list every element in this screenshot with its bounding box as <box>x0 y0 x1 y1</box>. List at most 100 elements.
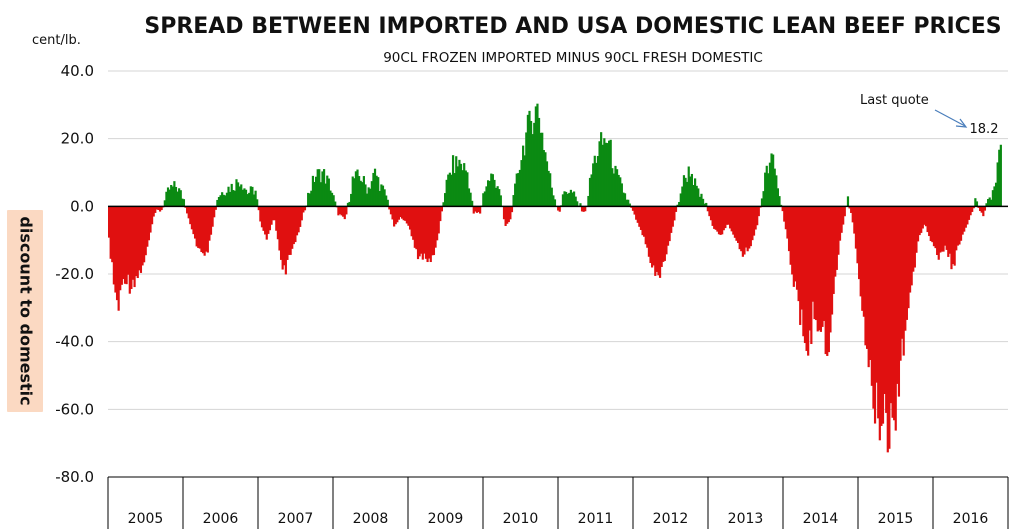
data-bar <box>520 160 523 207</box>
data-bar <box>856 206 859 264</box>
data-bar <box>861 206 864 311</box>
data-bar <box>165 191 168 207</box>
data-bar <box>260 206 264 228</box>
data-bar <box>781 206 784 212</box>
data-bar <box>268 206 272 231</box>
data-bar <box>840 206 843 233</box>
data-bar <box>757 206 760 217</box>
data-bar <box>611 168 614 207</box>
data-bar <box>810 206 813 345</box>
data-bar <box>375 175 378 207</box>
data-bar <box>539 132 542 207</box>
data-bar <box>824 206 827 355</box>
data-bar <box>362 176 365 207</box>
data-bar <box>338 206 342 215</box>
data-bar <box>340 206 343 216</box>
data-bar <box>219 195 222 207</box>
data-bar <box>321 171 324 207</box>
data-bar <box>593 155 596 207</box>
data-bar <box>158 206 162 212</box>
data-bar <box>725 206 729 225</box>
data-bar <box>157 206 160 210</box>
data-bar <box>461 170 464 207</box>
data-bar <box>858 206 861 280</box>
data-bar <box>313 181 316 207</box>
data-bar <box>881 206 885 424</box>
data-bar <box>686 181 689 207</box>
data-bar <box>966 206 969 225</box>
data-bar <box>189 206 192 225</box>
data-bar <box>744 206 748 248</box>
data-bar <box>846 196 850 207</box>
data-bar <box>434 206 437 248</box>
x-tick-label: 2008 <box>353 511 389 527</box>
data-bar <box>418 206 421 257</box>
data-bar <box>580 206 584 212</box>
data-bar <box>227 186 230 207</box>
data-bar <box>658 206 662 278</box>
data-bar <box>440 206 443 212</box>
data-bar <box>643 206 646 237</box>
data-bar <box>483 191 486 207</box>
data-bar <box>518 169 522 207</box>
data-bar <box>318 169 321 207</box>
data-bar <box>646 206 649 248</box>
data-bar <box>999 144 1002 207</box>
data-bar <box>944 206 947 246</box>
data-bar <box>848 206 851 209</box>
data-bar <box>299 206 302 227</box>
data-bar <box>171 186 174 207</box>
data-bar <box>334 201 337 207</box>
data-bar <box>674 206 678 212</box>
data-bar <box>851 206 854 223</box>
data-bar <box>719 206 722 235</box>
data-bar <box>592 163 595 207</box>
data-bar <box>924 206 928 227</box>
data-bar <box>163 200 166 207</box>
data-bar <box>939 206 942 253</box>
data-bar <box>682 175 686 207</box>
data-bar <box>445 179 448 207</box>
data-bar <box>526 114 529 207</box>
data-bar <box>504 206 507 226</box>
data-bar <box>385 195 388 207</box>
data-bar <box>160 206 163 211</box>
data-bar <box>429 206 432 263</box>
data-bar <box>862 206 865 317</box>
data-bar <box>967 206 971 220</box>
data-bar <box>620 183 623 207</box>
data-bar <box>678 201 681 207</box>
data-bar <box>811 206 815 302</box>
data-bar <box>651 206 654 268</box>
data-bar <box>536 103 539 207</box>
data-bar <box>370 181 373 207</box>
data-bar <box>971 206 974 212</box>
data-bar <box>531 134 534 207</box>
data-bar <box>128 206 131 294</box>
data-bar <box>956 206 959 246</box>
data-bar <box>265 206 268 240</box>
data-bar <box>125 206 128 285</box>
data-bar <box>211 206 214 227</box>
data-bar <box>264 206 267 235</box>
data-bar <box>512 195 515 207</box>
data-bar <box>716 206 719 232</box>
data-bar <box>436 206 439 241</box>
data-bar <box>432 206 436 256</box>
data-bar <box>568 192 571 207</box>
x-tick-label: 2006 <box>203 511 239 527</box>
data-bar <box>896 206 899 384</box>
data-bar <box>486 180 490 207</box>
data-bar <box>768 162 772 207</box>
data-bar <box>144 206 147 256</box>
data-bar <box>974 198 977 207</box>
data-bar <box>606 143 609 207</box>
data-bar <box>284 206 287 275</box>
data-bar <box>541 132 544 207</box>
data-bar <box>475 206 479 213</box>
data-bar <box>705 202 708 207</box>
data-bar <box>727 206 730 225</box>
data-bar <box>182 199 186 207</box>
data-bar <box>786 206 789 239</box>
data-bar <box>627 199 630 207</box>
